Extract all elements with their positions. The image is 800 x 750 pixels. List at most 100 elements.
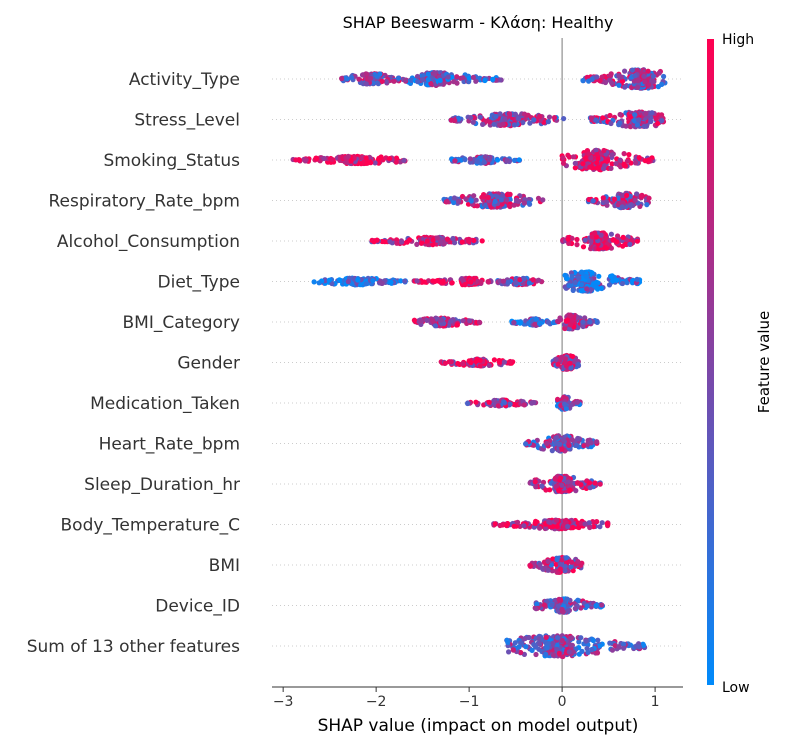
shap-point	[486, 279, 492, 285]
shap-point	[603, 199, 610, 205]
shap-point	[523, 644, 529, 650]
shap-point	[510, 647, 516, 653]
shap-point	[481, 194, 487, 200]
shap-point	[463, 196, 469, 202]
shap-point	[584, 286, 590, 292]
shap-point	[583, 638, 589, 644]
shap-point	[494, 157, 501, 163]
shap-point	[564, 596, 570, 602]
shap-point	[564, 555, 570, 561]
shap-point	[555, 361, 561, 367]
shap-point	[623, 123, 629, 129]
shap-point	[593, 147, 599, 153]
shap-point	[552, 476, 558, 482]
shap-point	[597, 524, 603, 530]
shap-point	[661, 73, 667, 80]
shap-point	[604, 521, 610, 527]
shap-point	[454, 322, 460, 328]
shap-point	[407, 237, 413, 243]
shap-point	[556, 596, 562, 603]
shap-point	[620, 234, 626, 240]
shap-point	[336, 277, 342, 283]
shap-point	[536, 277, 542, 283]
shap-point	[634, 122, 641, 128]
shap-point	[434, 235, 440, 241]
shap-point	[582, 521, 588, 527]
shap-point	[492, 198, 498, 205]
shap-point	[428, 80, 434, 87]
shap-point	[609, 161, 615, 167]
shap-point	[372, 160, 378, 166]
shap-point	[636, 155, 642, 161]
shap-point	[411, 317, 417, 323]
shap-point	[363, 155, 369, 161]
shap-point	[502, 116, 508, 122]
shap-point	[537, 113, 543, 119]
shap-point	[619, 204, 625, 210]
shap-point	[556, 487, 562, 494]
shap-point	[565, 608, 571, 614]
shap-point	[560, 160, 567, 166]
feature-label: Alcohol_Consumption	[57, 232, 240, 252]
shap-point	[485, 194, 491, 201]
shap-point	[437, 77, 443, 83]
shap-point	[588, 115, 595, 121]
shap-point	[459, 239, 465, 245]
shap-point	[565, 523, 571, 530]
shap-point	[569, 559, 575, 565]
shap-point	[632, 197, 638, 203]
shap-point	[601, 147, 607, 154]
shap-point	[376, 155, 382, 161]
shap-point	[491, 357, 497, 363]
shap-point	[569, 317, 575, 324]
shap-point	[656, 70, 662, 76]
shap-point	[517, 320, 523, 326]
shap-point	[486, 362, 492, 368]
shap-point	[560, 155, 566, 161]
shap-point	[512, 640, 518, 646]
shap-point	[628, 114, 634, 120]
shap-point	[582, 237, 588, 243]
shap-point	[474, 203, 480, 209]
shap-point	[546, 114, 553, 120]
shap-point	[364, 160, 370, 166]
shap-point	[641, 73, 647, 79]
shap-point	[557, 441, 563, 447]
shap-point	[572, 605, 578, 612]
shap-point	[477, 114, 483, 120]
shap-point	[445, 74, 451, 80]
shap-point	[550, 640, 556, 646]
shap-point	[507, 401, 513, 407]
shap-point	[471, 193, 477, 199]
shap-point	[339, 75, 345, 82]
shap-point	[611, 196, 618, 202]
shap-point	[659, 118, 665, 124]
shap-point	[575, 559, 581, 565]
shap-point	[525, 112, 531, 118]
shap-point	[486, 399, 492, 405]
shap-point	[368, 75, 374, 81]
shap-point	[596, 273, 602, 279]
shap-point	[506, 649, 512, 655]
shap-point	[583, 274, 590, 280]
shap-point	[594, 439, 600, 445]
shap-point	[452, 117, 458, 123]
shap-point	[364, 71, 370, 77]
shap-point	[622, 84, 628, 90]
shap-point	[622, 68, 628, 74]
shap-point	[520, 120, 526, 126]
shap-point	[479, 238, 485, 244]
shap-point	[494, 194, 500, 200]
shap-point	[545, 558, 551, 565]
shap-point	[566, 283, 572, 289]
shap-point	[545, 119, 552, 125]
shap-point	[609, 152, 615, 158]
shap-point	[600, 195, 606, 201]
shap-point	[584, 603, 590, 609]
shap-point	[554, 517, 560, 523]
shap-point	[349, 75, 355, 81]
shap-point	[608, 120, 614, 127]
shap-point	[575, 480, 581, 486]
shap-point	[557, 566, 564, 572]
shap-point	[391, 78, 397, 84]
